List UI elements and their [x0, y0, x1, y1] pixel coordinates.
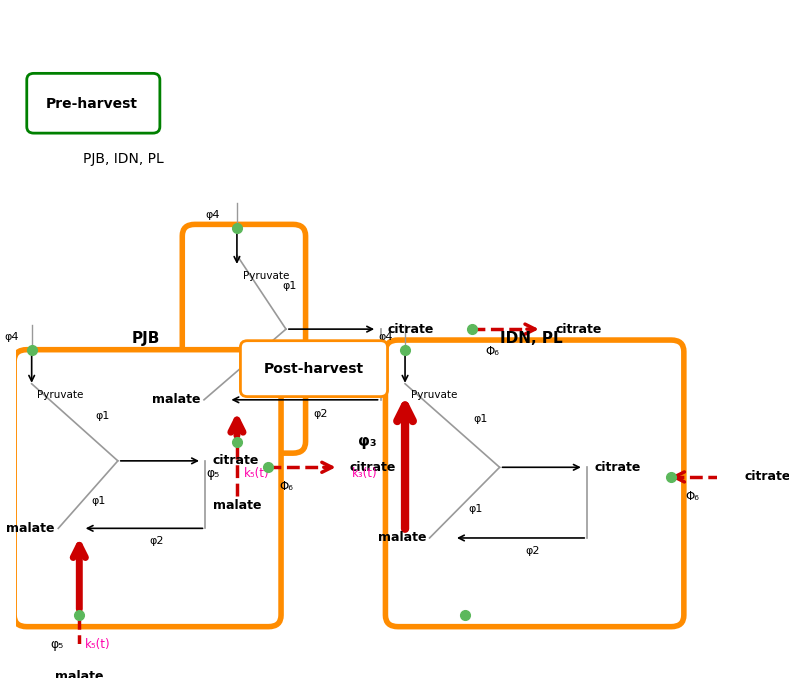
Text: PJB, IDN, PL: PJB, IDN, PL [83, 152, 163, 166]
Text: Post-harvest: Post-harvest [264, 362, 364, 376]
Text: k₃(t): k₃(t) [351, 467, 377, 480]
Text: φ1: φ1 [282, 281, 297, 291]
Text: citrate: citrate [387, 323, 434, 336]
Text: citrate: citrate [349, 461, 395, 474]
Text: φ4: φ4 [205, 210, 219, 220]
Text: φ₅: φ₅ [50, 637, 64, 650]
Text: φ4: φ4 [378, 332, 392, 342]
FancyBboxPatch shape [241, 340, 387, 397]
Text: φ2: φ2 [525, 546, 540, 556]
Text: citrate: citrate [594, 461, 641, 474]
FancyBboxPatch shape [386, 340, 684, 626]
Text: Φ₆: Φ₆ [279, 480, 293, 493]
Text: Pyruvate: Pyruvate [37, 391, 84, 400]
Text: φ1: φ1 [473, 414, 488, 424]
Text: φ₅: φ₅ [206, 467, 219, 480]
Text: φ₃: φ₃ [358, 434, 377, 449]
FancyBboxPatch shape [27, 73, 160, 133]
Text: Φ₆: Φ₆ [686, 490, 699, 502]
Text: Pyruvate: Pyruvate [242, 271, 289, 281]
Text: malate: malate [55, 670, 103, 678]
Text: citrate: citrate [555, 323, 602, 336]
Text: malate: malate [213, 499, 261, 513]
Text: φ1: φ1 [468, 504, 482, 514]
FancyBboxPatch shape [182, 224, 305, 453]
Text: φ1: φ1 [92, 496, 106, 506]
Text: k₅(t): k₅(t) [85, 637, 110, 650]
Text: φ1: φ1 [252, 366, 266, 376]
Text: citrate: citrate [212, 454, 259, 467]
Text: φ1: φ1 [95, 411, 110, 421]
Text: k₅(t): k₅(t) [244, 467, 270, 480]
Text: Φ₆: Φ₆ [486, 345, 499, 358]
Text: φ2: φ2 [149, 536, 163, 546]
FancyBboxPatch shape [14, 350, 281, 626]
Text: malate: malate [152, 393, 200, 406]
Text: IDN, PL: IDN, PL [499, 332, 563, 346]
Text: malate: malate [378, 532, 426, 544]
Text: Pyruvate: Pyruvate [410, 391, 457, 400]
Text: Pre-harvest: Pre-harvest [46, 96, 138, 111]
Text: φ2: φ2 [313, 409, 327, 419]
Text: citrate: citrate [745, 471, 789, 483]
Text: φ4: φ4 [5, 332, 19, 342]
Text: malate: malate [6, 522, 54, 535]
Text: PJB: PJB [132, 332, 160, 346]
